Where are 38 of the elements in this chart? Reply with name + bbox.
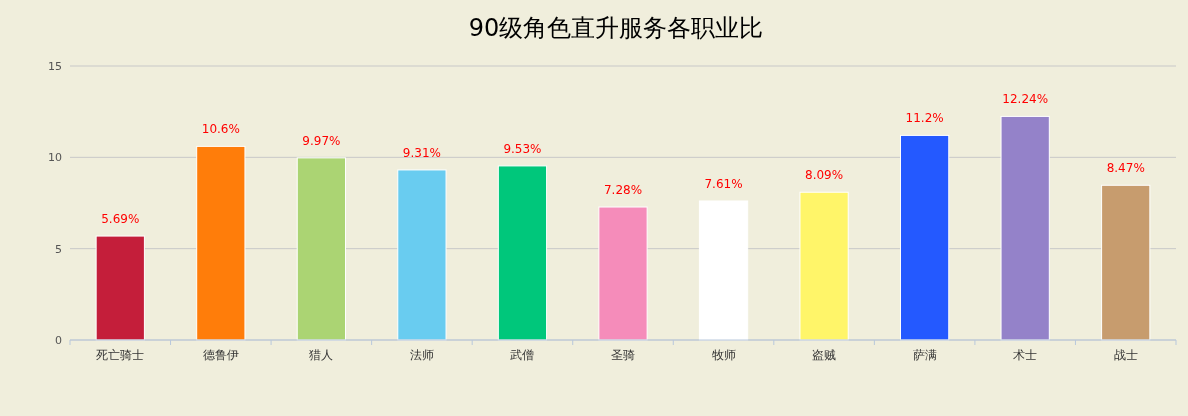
bar — [397, 169, 447, 341]
bar — [497, 165, 548, 341]
chart-title: 90级角色直升服务各职业比 — [468, 14, 764, 42]
data-label: 5.69% — [101, 212, 140, 227]
x-tick-label: 萨满 — [912, 348, 937, 362]
data-label: 12.24% — [1002, 92, 1049, 107]
bar — [1000, 115, 1050, 341]
bar — [95, 235, 145, 341]
data-label: 9.97% — [302, 133, 341, 148]
x-tick-label: 猎人 — [309, 348, 334, 362]
y-tick-label: 5 — [55, 242, 62, 256]
x-tick-label: 法师 — [409, 348, 434, 362]
bar — [900, 134, 950, 341]
x-tick-label: 死亡骑士 — [96, 348, 145, 362]
x-tick-label: 武僧 — [510, 348, 535, 362]
bar — [698, 200, 749, 341]
y-tick-label: 15 — [48, 60, 62, 73]
bar — [1101, 184, 1151, 341]
data-label: 9.31% — [402, 145, 441, 160]
data-label: 11.2% — [905, 111, 944, 126]
x-tick-label: 战士 — [1113, 348, 1138, 362]
x-tick-label: 盗贼 — [812, 348, 837, 362]
data-label: 10.6% — [201, 122, 240, 137]
data-label: 7.28% — [603, 183, 643, 198]
data-label: 9.53% — [503, 141, 542, 156]
x-tick-label: 术士 — [1013, 348, 1038, 362]
x-tick-label: 德鲁伊 — [202, 348, 239, 362]
data-label: 8.47% — [1106, 161, 1145, 176]
bar — [196, 145, 246, 341]
x-tick-label: 圣骑 — [611, 348, 635, 362]
data-label: 7.61% — [704, 176, 743, 191]
y-tick-label: 10 — [48, 151, 62, 165]
bar — [598, 206, 648, 341]
bar — [296, 157, 346, 341]
y-tick-label: 0 — [55, 334, 62, 347]
x-tick-label: 牧师 — [711, 348, 736, 362]
bar — [799, 191, 849, 341]
data-label: 8.09% — [805, 168, 844, 183]
